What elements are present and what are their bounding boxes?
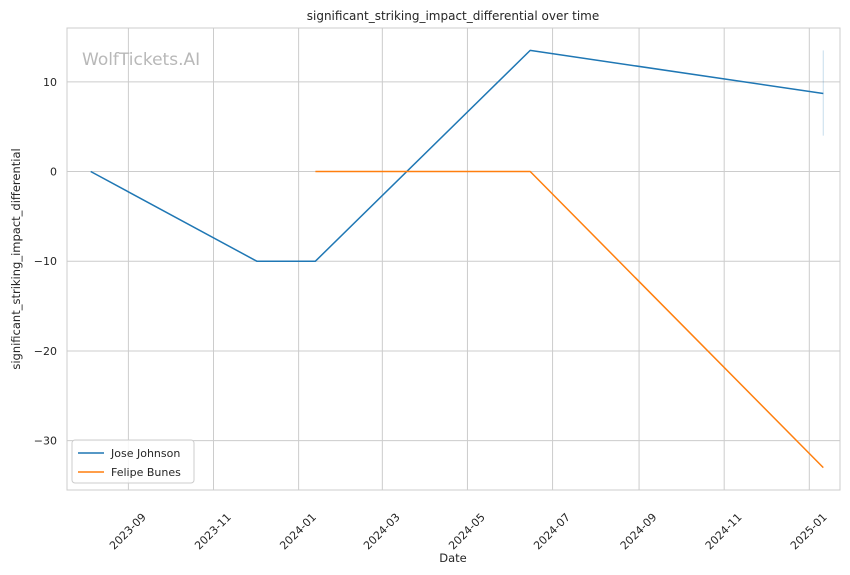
x-tick-label: 2024-01 — [277, 511, 319, 553]
x-tick-label: 2024-07 — [531, 511, 573, 553]
x-axis-ticks: 2023-09 2023-11 2024-01 2024-03 2024-05 2024-… — [107, 511, 830, 553]
x-tick-label: 2024-05 — [446, 511, 488, 553]
series-lines — [90, 49, 824, 469]
x-tick-label: 2024-03 — [361, 511, 403, 553]
y-tick-label: 0 — [50, 166, 57, 179]
series-line-2 — [315, 170, 824, 469]
x-tick-label: 2025-01 — [788, 511, 830, 553]
x-tick-label: 2024-09 — [618, 511, 660, 553]
y-tick-label: −20 — [34, 345, 57, 358]
x-tick-label: 2023-09 — [107, 511, 149, 553]
watermark-text: WolfTickets.AI — [82, 50, 200, 70]
legend-entry-label: Jose Johnson — [110, 447, 180, 460]
plot-area-frame — [66, 27, 841, 491]
y-tick-label: −30 — [34, 435, 57, 448]
y-tick-label: −10 — [34, 255, 57, 268]
legend: Jose Johnson Felipe Bunes — [71, 439, 195, 484]
chart-title: significant_striking_impact_differential… — [307, 9, 599, 23]
y-axis-ticks: 10 0 −10 −20 −30 — [34, 76, 57, 448]
grid-lines — [67, 28, 840, 490]
y-axis-label: significant_striking_impact_differential — [9, 148, 23, 369]
x-tick-label: 2024-11 — [703, 511, 745, 553]
series-line-1 — [90, 49, 824, 262]
y-tick-label: 10 — [43, 76, 57, 89]
legend-entry-label: Felipe Bunes — [111, 466, 181, 479]
x-axis-label: Date — [439, 551, 467, 565]
x-tick-label: 2023-11 — [192, 511, 234, 553]
